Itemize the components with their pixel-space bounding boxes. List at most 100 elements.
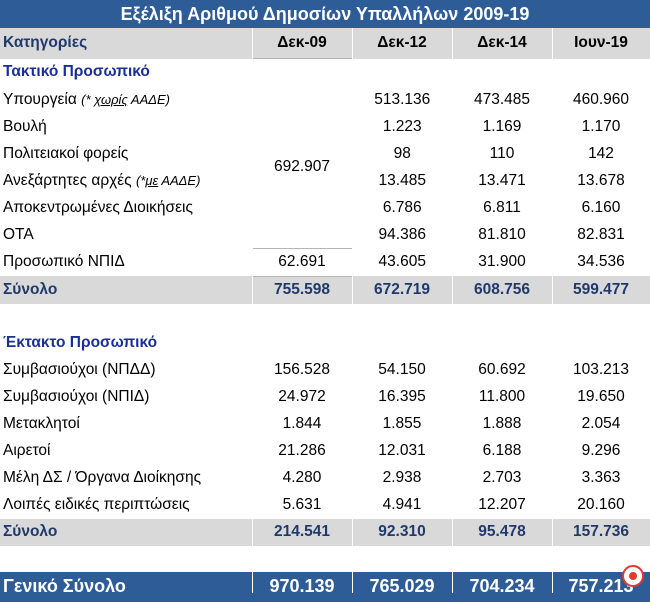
cell: 704.234 [452,571,552,602]
section-title-regular: Τακτικό Προσωπικό [3,63,150,81]
row-note: (* χωρίς ΑΑΔΕ) [81,91,170,107]
cell: 11.800 [478,388,526,405]
cell: 1.170 [581,117,621,135]
row-label: Μέλη ΔΣ / Όργανα Διοίκησης [3,469,202,486]
cell: 608.756 [452,276,552,304]
table-row: Μετακλητοί 1.844 1.855 1.888 2.054 [0,411,650,438]
table-row: Αποκεντρωμένες Διοικήσεις 6.786 6.811 6.… [0,194,650,221]
cell: 672.719 [352,276,452,304]
row-label: Αιρετοί [3,442,51,459]
cell: 2.703 [482,469,522,486]
table-row: Υπουργεία (* χωρίς ΑΑΔΕ) 692.907 513.136… [0,86,650,248]
cell: 54.150 [378,361,426,378]
employees-table: Κατηγορίες Δεκ-09 Δεκ-12 Δεκ-14 Ιουν-19 … [0,28,650,602]
row-label: Αποκεντρωμένες Διοικήσεις [3,198,193,216]
cell: 13.471 [478,171,526,189]
cell: 142 [588,144,614,162]
cell: 513.136 [374,90,431,108]
section-title-row: Τακτικό Προσωπικό [0,58,650,86]
cell: 599.477 [552,276,650,304]
logo-icon [622,565,644,587]
row-label: Γενικό Σύνολο [0,571,252,602]
cell: 98 [393,144,411,162]
column-divider [252,28,253,593]
cell: 4.941 [382,496,422,513]
cell: 62.691 [251,247,353,277]
cell: 13.485 [378,171,426,189]
cell: 1.169 [482,117,522,135]
table-row: Πολιτειακοί φορείς 98 110 142 [0,140,650,167]
cell: 60.692 [478,361,526,378]
section-title-temporary: Έκτακτο Προσωπικό [3,334,158,351]
cell: 214.541 [252,518,352,546]
cell: 103.213 [572,361,630,378]
header-dec14: Δεκ-14 [452,28,552,59]
column-divider [352,28,353,593]
column-divider [552,28,553,593]
cell: 1.888 [482,415,522,432]
cell: 43.605 [378,253,426,270]
row-label: Πολιτειακοί φορείς [3,144,129,162]
row-note: (*με ΑΑΔΕ) [135,172,201,188]
table-row: Λοιπές ειδικές περιπτώσεις 5.631 4.941 1… [0,492,650,519]
table-row: Μέλη ΔΣ / Όργανα Διοίκησης 4.280 2.938 2… [0,465,650,492]
cell: 3.363 [581,469,621,486]
table-row: Αιρετοί 21.286 12.031 6.188 9.296 [0,438,650,465]
cell: 1.855 [382,415,422,432]
cell: 12.031 [378,442,426,459]
cell: 5.631 [282,496,322,513]
cell: 6.811 [483,198,521,216]
cell: 473.485 [473,90,531,108]
cell: 2.938 [382,469,422,486]
header-jun19: Ιουν-19 [552,28,650,59]
total-row-regular: Σύνολο 755.598 672.719 608.756 599.477 [0,276,650,304]
cell: 13.678 [577,171,625,189]
header-dec09: Δεκ-09 [252,28,352,59]
table-row: Συμβασιούχοι (ΝΠΙΔ) 24.972 16.395 11.800… [0,384,650,411]
cell: 6.160 [581,198,621,216]
row-label: Προσωπικό ΝΠΙΔ [3,253,125,270]
table-row: Συμβασιούχοι (ΝΠΔΔ) 156.528 54.150 60.69… [0,357,650,384]
cell: 92.310 [352,518,452,546]
cell: 6.786 [382,198,422,216]
row-label: Λοιπές ειδικές περιπτώσεις [3,496,190,513]
row-label: Υπουργεία [3,90,77,108]
cell: 755.598 [252,276,352,304]
cell: 110 [489,144,515,162]
cell: 460.960 [572,90,630,108]
row-label: Σύνολο [0,276,252,304]
merged-dec09-value: 692.907 [251,86,353,248]
row-label: ΟΤΑ [3,225,34,243]
table-row: ΟΤΑ 94.386 81.810 82.831 [0,221,650,248]
cell: 16.395 [378,388,426,405]
section-title-row: Έκτακτο Προσωπικό [0,330,650,357]
cell: 6.188 [482,442,522,459]
cell: 2.054 [581,415,621,432]
row-label: Βουλή [3,117,47,135]
cell: 81.810 [478,225,526,243]
cell: 82.831 [577,225,625,243]
cell: 24.972 [278,388,326,405]
cell: 20.160 [577,496,625,513]
cell: 95.478 [452,518,552,546]
cell: 19.650 [577,388,625,405]
table-title: Εξέλιξη Αριθμού Δημοσίων Υπαλλήλων 2009-… [0,0,650,28]
cell: 765.029 [352,571,452,602]
cell: 12.207 [478,496,526,513]
cell: 34.536 [577,253,625,270]
row-label: Μετακλητοί [3,415,80,432]
row-label: Συμβασιούχοι (ΝΠΙΔ) [3,388,150,405]
total-row-temporary: Σύνολο 214.541 92.310 95.478 157.736 [0,518,650,546]
row-label: Συμβασιούχοι (ΝΠΔΔ) [3,361,156,378]
cell: 157.736 [552,518,650,546]
cell: 9.296 [581,442,621,459]
cell: 31.900 [478,253,526,270]
header-row: Κατηγορίες Δεκ-09 Δεκ-12 Δεκ-14 Ιουν-19 [0,28,650,59]
cell: 1.223 [382,117,422,135]
header-category: Κατηγορίες [0,28,252,59]
cell: 4.280 [282,469,322,486]
row-label: Σύνολο [0,518,252,546]
cell: 970.139 [252,571,352,602]
column-divider [452,28,453,593]
table-row: Προσωπικό ΝΠΙΔ 62.691 43.605 31.900 34.5… [0,247,650,277]
